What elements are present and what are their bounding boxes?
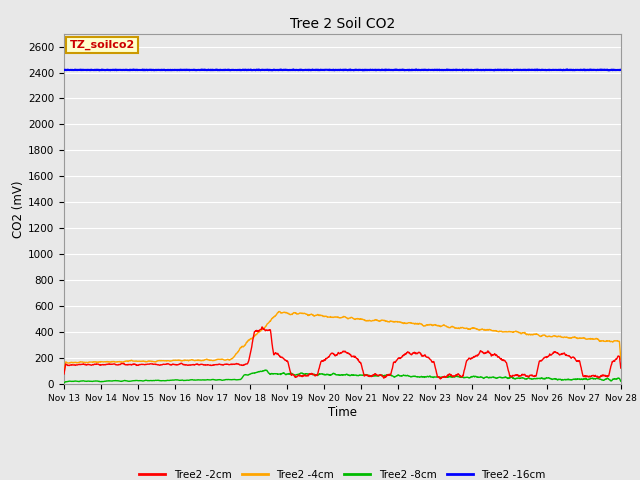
Y-axis label: CO2 (mV): CO2 (mV) [12,180,25,238]
Title: Tree 2 Soil CO2: Tree 2 Soil CO2 [290,17,395,31]
Legend: Tree2 -2cm, Tree2 -4cm, Tree2 -8cm, Tree2 -16cm: Tree2 -2cm, Tree2 -4cm, Tree2 -8cm, Tree… [135,466,550,480]
X-axis label: Time: Time [328,406,357,419]
Text: TZ_soilco2: TZ_soilco2 [70,40,135,50]
